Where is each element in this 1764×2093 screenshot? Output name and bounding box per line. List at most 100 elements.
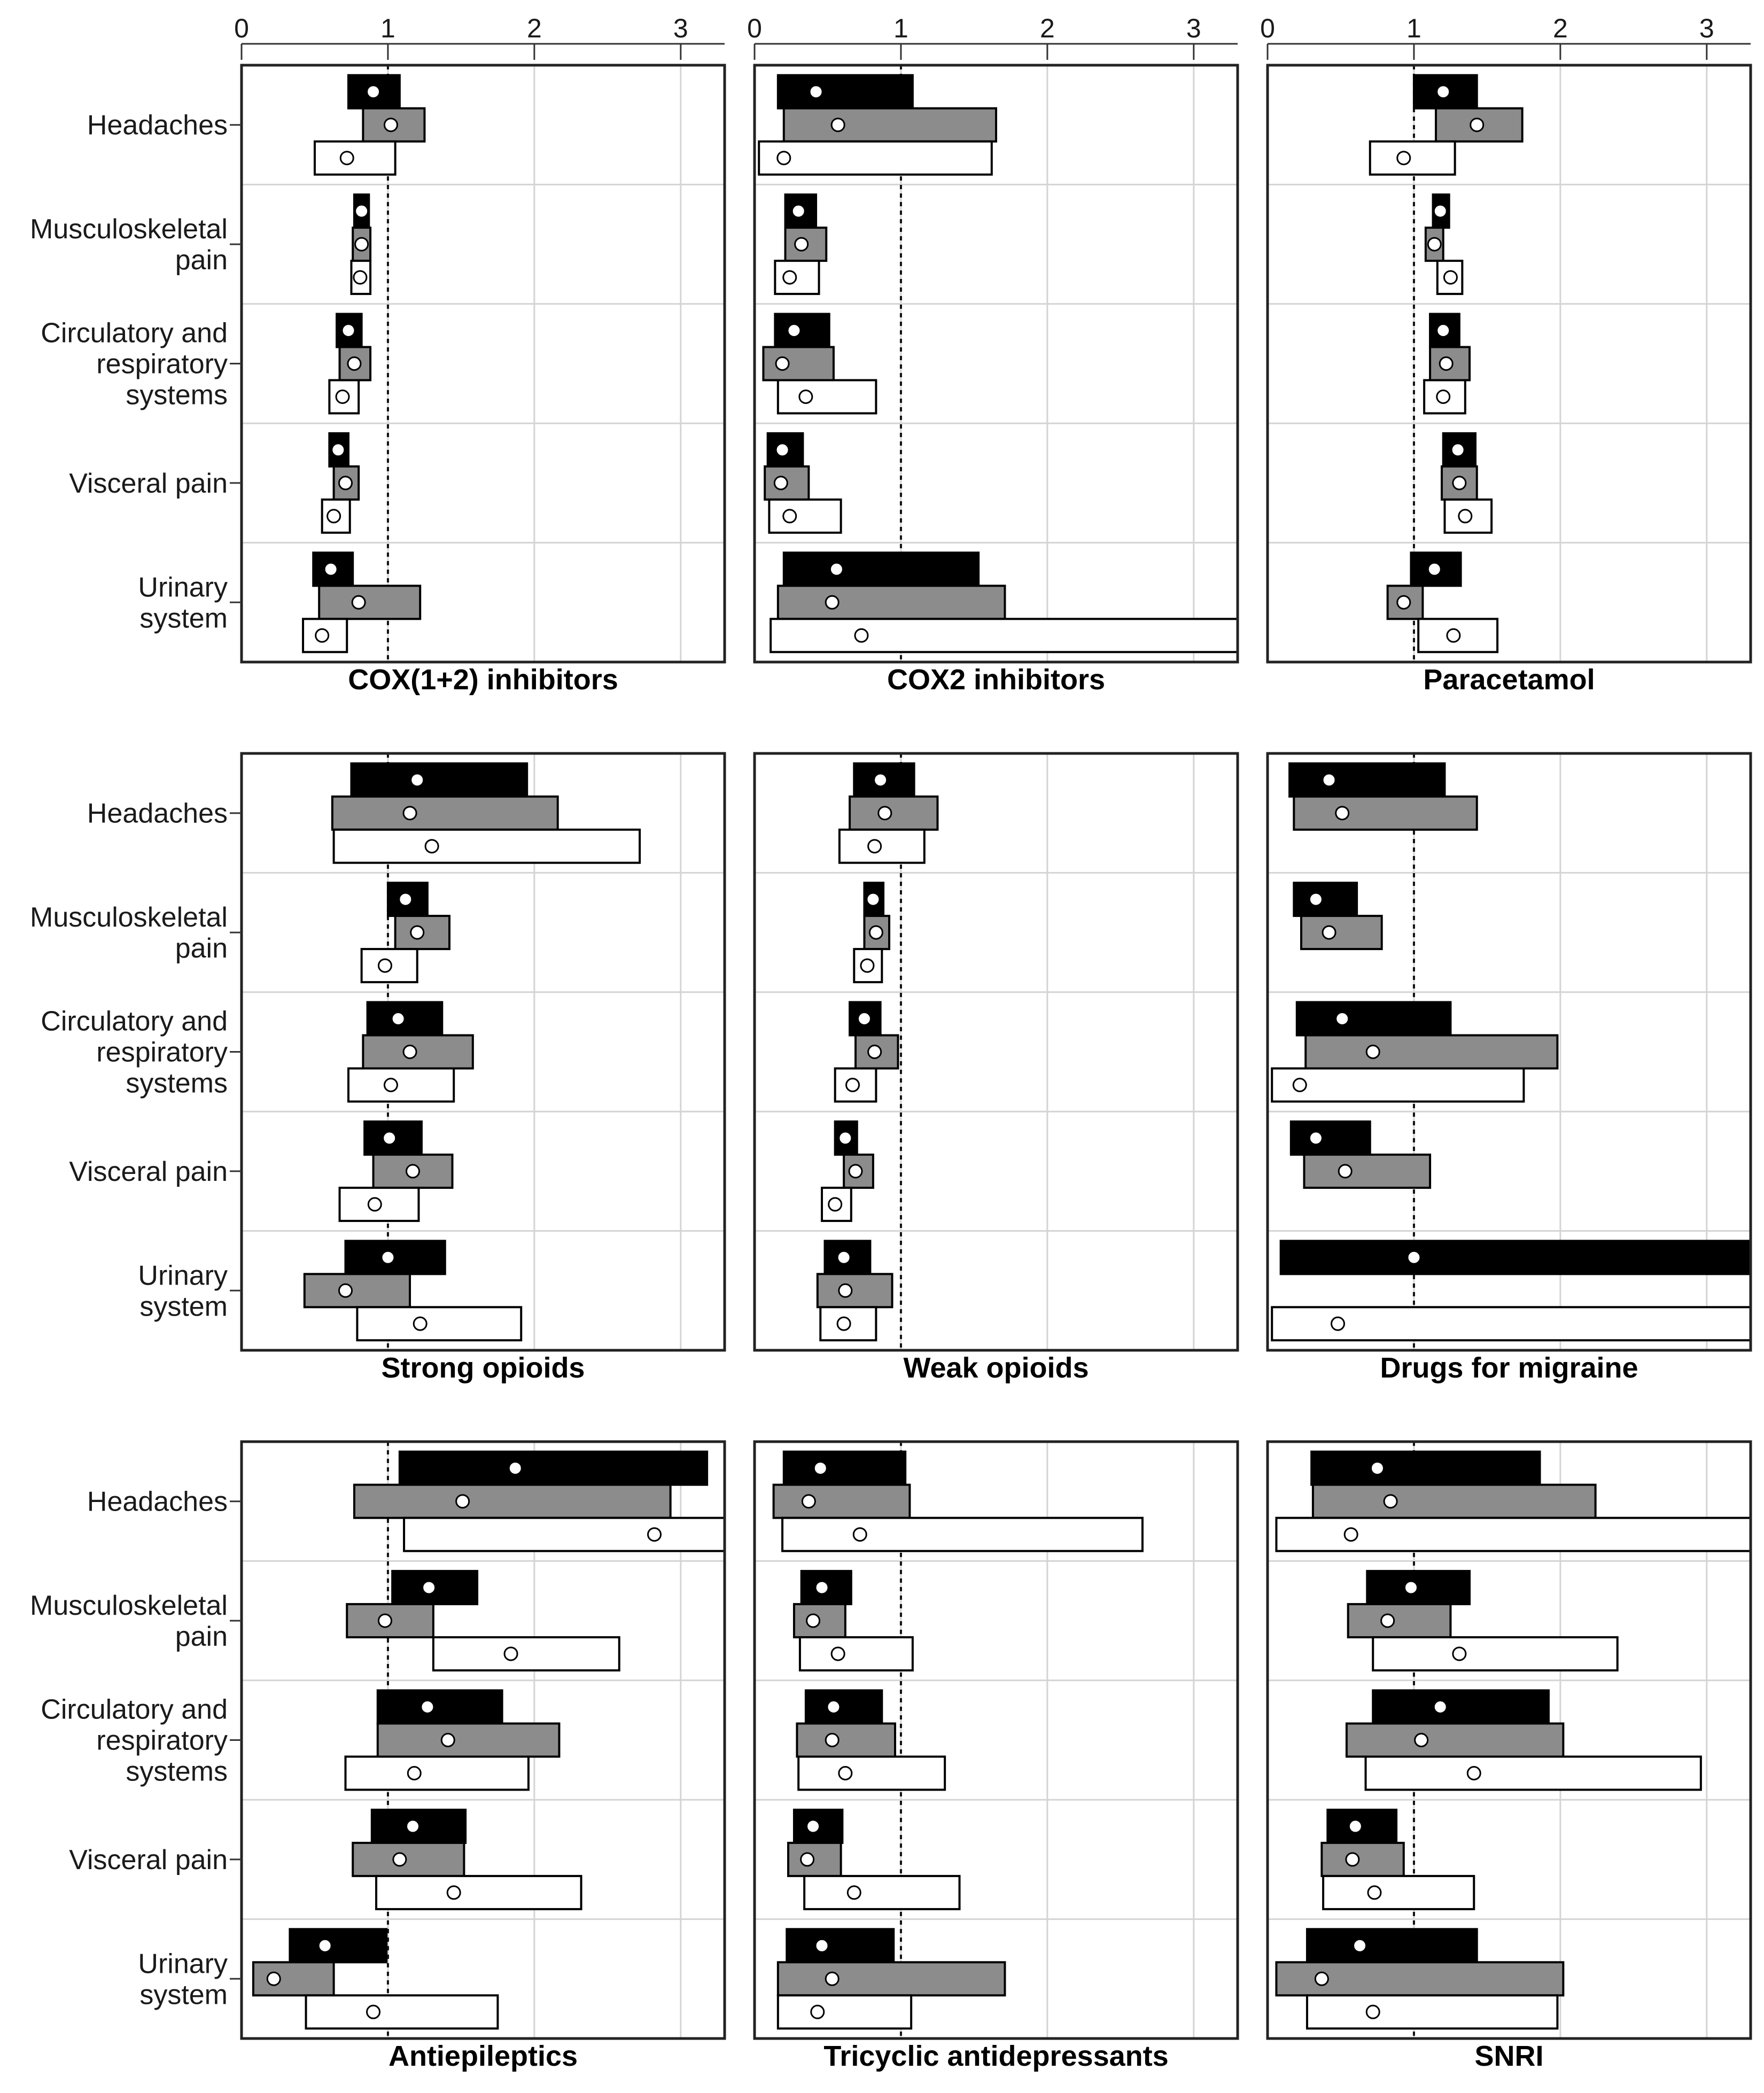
panel-title: Tricyclic antidepressants: [823, 2040, 1168, 2072]
point-estimate: [828, 1197, 843, 1212]
point-estimate: [1308, 892, 1323, 907]
point-estimate: [1330, 1316, 1345, 1331]
category-label: Musculoskeletal: [30, 902, 228, 933]
ci-bar: [787, 1841, 842, 1877]
x-axis-1: 0 1 2 3: [747, 13, 1238, 60]
point-estimate: [1427, 562, 1442, 577]
ci-bar: [776, 1994, 913, 2030]
point-estimate: [266, 1971, 281, 1986]
point-estimate: [1458, 509, 1473, 524]
point-estimate: [335, 390, 350, 404]
panel-1: COX(1+2) inhibitors Headaches Musculoskele…: [30, 64, 726, 696]
category-label: systems: [126, 1068, 228, 1099]
point-estimate: [420, 1700, 435, 1714]
ci-bar: [776, 74, 914, 110]
category-label: Visceral pain: [69, 1845, 228, 1876]
x-axis-2: 0 1 2 3: [1260, 13, 1751, 60]
point-estimate: [1443, 270, 1458, 285]
category-label: Circulatory and: [41, 318, 228, 349]
point-estimate: [331, 442, 346, 457]
point-estimate: [787, 323, 802, 338]
point-estimate: [341, 323, 356, 338]
point-estimate: [830, 1646, 845, 1661]
panel-title: Antiepileptics: [388, 2040, 578, 2072]
ci-bar: [1295, 1001, 1452, 1037]
ci-bar: [797, 1755, 946, 1791]
point-estimate: [1322, 773, 1336, 788]
ci-bar: [1364, 1755, 1702, 1791]
category-label: respiratory: [96, 1725, 228, 1756]
ci-bar: [1279, 1240, 1752, 1275]
ci-bar: [1288, 762, 1446, 798]
panel-7: Antiepileptics Headaches Musculoskeletalpa…: [30, 1440, 726, 2072]
ci-bar: [796, 1722, 896, 1758]
point-estimate: [377, 1613, 392, 1628]
x-tick-label: 3: [1699, 13, 1714, 43]
ci-bar: [758, 140, 993, 176]
category-label: Headaches: [87, 110, 228, 141]
panel-2: COX2 inhibitors: [753, 64, 1239, 696]
x-tick-label: 0: [1260, 13, 1275, 43]
point-estimate: [440, 1733, 455, 1747]
point-estimate: [773, 476, 788, 491]
x-tick-label: 3: [673, 13, 688, 43]
ci-bar: [375, 1874, 582, 1910]
ci-bar: [313, 140, 397, 176]
panel-title: COX2 inhibitors: [887, 664, 1105, 696]
category-label: Urinary: [138, 1948, 228, 1979]
point-estimate: [1365, 2004, 1380, 2019]
ci-bar: [1293, 882, 1358, 917]
point-estimate: [383, 1078, 398, 1092]
point-estimate: [1470, 118, 1485, 133]
category-label: Urinary: [138, 572, 228, 603]
point-estimate: [446, 1885, 461, 1900]
point-estimate: [775, 442, 790, 457]
point-estimate: [825, 595, 840, 610]
ci-bar: [772, 1483, 911, 1519]
point-estimate: [810, 2004, 825, 2019]
point-estimate: [1335, 806, 1350, 821]
point-estimate: [391, 1012, 406, 1026]
point-estimate: [402, 1045, 417, 1059]
ci-bar: [782, 551, 980, 587]
point-estimate: [366, 84, 381, 99]
point-estimate: [1365, 1045, 1380, 1059]
point-estimate: [366, 2004, 381, 2019]
ci-bar: [398, 1450, 709, 1486]
point-estimate: [836, 1250, 851, 1265]
point-estimate: [1446, 628, 1461, 643]
ci-bar: [318, 585, 422, 620]
panel-title: Drugs for migraine: [1380, 1352, 1638, 1384]
category-label: systems: [126, 380, 228, 411]
x-tick-label: 2: [1553, 13, 1568, 43]
ci-bar: [331, 795, 559, 831]
category-label: pain: [175, 1621, 228, 1652]
ci-bar: [1372, 1636, 1619, 1672]
ci-bar: [774, 313, 830, 348]
point-estimate: [338, 1283, 353, 1298]
panel-frame: [753, 1440, 1239, 2040]
ci-bar: [376, 1689, 503, 1725]
point-estimate: [367, 1197, 382, 1212]
point-estimate: [794, 237, 809, 252]
panel-4: Strong opioids Headaches Musculoskeletalpa…: [30, 752, 726, 1384]
ci-bar: [356, 1306, 523, 1342]
category-label: Circulatory and: [41, 1006, 228, 1037]
panel-3: Paracetamol: [1266, 64, 1752, 696]
panel-5: Weak opioids: [753, 752, 1239, 1384]
panel-6: Drugs for migraine: [1266, 752, 1752, 1384]
point-estimate: [392, 1852, 407, 1867]
ci-bar: [816, 1273, 893, 1309]
point-estimate: [339, 151, 354, 166]
point-estimate: [798, 390, 813, 404]
ci-bar: [1305, 1994, 1559, 2030]
ci-bar: [1366, 1570, 1471, 1606]
ci-bar: [347, 1067, 455, 1103]
point-estimate: [1433, 1700, 1448, 1714]
point-estimate: [836, 1316, 851, 1331]
point-estimate: [338, 476, 353, 491]
point-estimate: [402, 806, 417, 821]
ci-bar: [344, 1240, 446, 1275]
ci-bar: [1322, 1874, 1475, 1910]
